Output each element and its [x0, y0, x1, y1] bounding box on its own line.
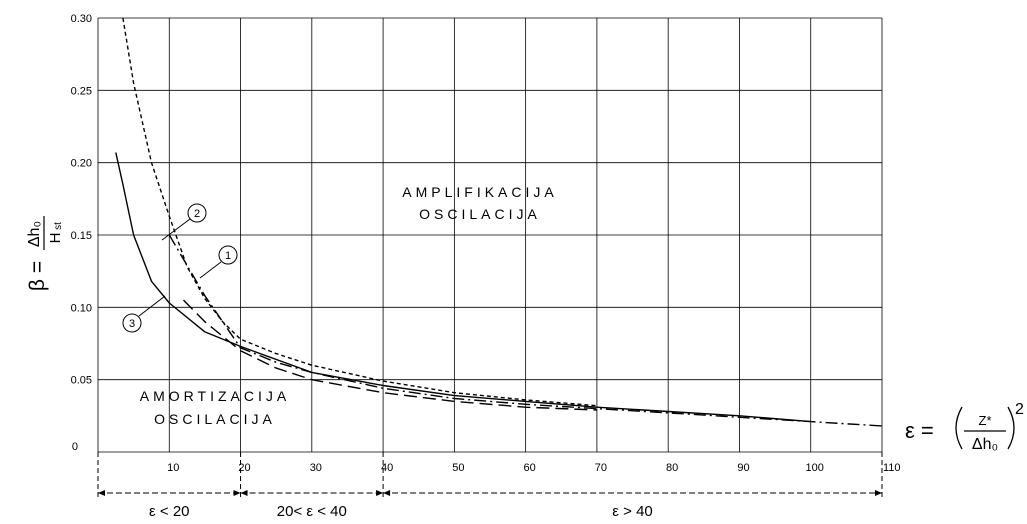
x-tick-label: 20 — [238, 462, 250, 474]
x-tick-label: 60 — [524, 462, 536, 474]
chart-series — [115, 17, 883, 427]
region-label-amplification-line2: OSCILACIJA — [419, 206, 541, 222]
range-dimension-lines: ε < 20 20< ε < 40 ε > 40 — [97, 452, 883, 520]
y-axis-label-lhs: β = — [26, 261, 49, 291]
callout-leader — [199, 261, 222, 279]
range-label: ε < 20 — [149, 503, 189, 520]
x-axis-label-exponent: 2 — [1015, 401, 1024, 418]
y-axis-label-denominator-sub: st — [53, 222, 64, 230]
y-tick-label: 0.20 — [71, 158, 92, 170]
y-tick-label: 0.30 — [71, 13, 92, 25]
range-arrow-left — [240, 490, 248, 496]
series-line-2 — [122, 17, 597, 407]
callout-label: 1 — [225, 250, 231, 262]
x-axis-label-left-paren — [955, 406, 963, 450]
x-axis-label-denominator: Δh₀ — [972, 436, 998, 453]
x-axis-label-right-paren — [1007, 406, 1015, 450]
y-tick-label: 0.05 — [71, 375, 92, 387]
x-tick-label: 50 — [452, 462, 464, 474]
x-axis-label-numerator: Z* — [979, 413, 992, 428]
x-tick-label: 30 — [310, 462, 322, 474]
callout-label: 2 — [194, 208, 200, 220]
callout-leader — [138, 295, 166, 317]
callout-circle — [187, 203, 207, 223]
region-label-damping-line2: OSCILACIJA — [154, 411, 276, 427]
y-axis-label-numerator: Δh₀ — [26, 221, 43, 247]
y-tick-label: 0.25 — [71, 85, 92, 97]
x-tick-label: 90 — [737, 462, 749, 474]
callout-circle — [122, 313, 142, 333]
range-label: 20< ε < 40 — [277, 503, 347, 520]
x-tick-label: 10 — [167, 462, 179, 474]
range-arrow-left — [98, 490, 105, 496]
region-label-amplification-line1: AMPLIFIKACIJA — [402, 184, 557, 200]
x-tick-label: 40 — [381, 462, 393, 474]
series-line-long-dash — [183, 299, 597, 411]
callout-label: 3 — [129, 318, 135, 330]
series-line-3 — [115, 152, 811, 423]
series-line-1 — [168, 234, 883, 427]
y-tick-label: 0.10 — [71, 302, 92, 314]
chart-callouts: 1 2 3 — [122, 203, 238, 333]
callout-circle — [218, 245, 238, 265]
x-axis-label-lhs: ε = — [905, 418, 934, 443]
x-tick-label: 80 — [666, 462, 678, 474]
range-arrow-left — [383, 490, 391, 496]
x-axis-label: ε = Z* Δh₀ 2 — [905, 401, 1024, 453]
range-arrow-right — [875, 490, 882, 496]
y-axis-label-denominator: H — [47, 233, 64, 244]
y-tick-label: 0.15 — [71, 230, 92, 242]
range-arrow-right — [376, 490, 384, 496]
y-axis-label: β = Δh₀ H st — [26, 216, 64, 291]
region-label-damping-line1: AMORTIZACIJA — [140, 388, 290, 404]
x-tick-label: 110 — [883, 462, 901, 474]
range-label: ε > 40 — [612, 503, 652, 520]
chart-ticks: 10 20 30 40 50 60 70 80 90 100 110 0 0.05 0.10 0.15 0.2… — [71, 13, 901, 474]
range-arrow-right — [233, 490, 241, 496]
chart-grid — [97, 17, 883, 453]
x-tick-label: 70 — [595, 462, 607, 474]
callout-leader — [161, 218, 191, 241]
x-tick-label: 100 — [806, 462, 824, 474]
y-tick-label: 0 — [72, 441, 78, 453]
